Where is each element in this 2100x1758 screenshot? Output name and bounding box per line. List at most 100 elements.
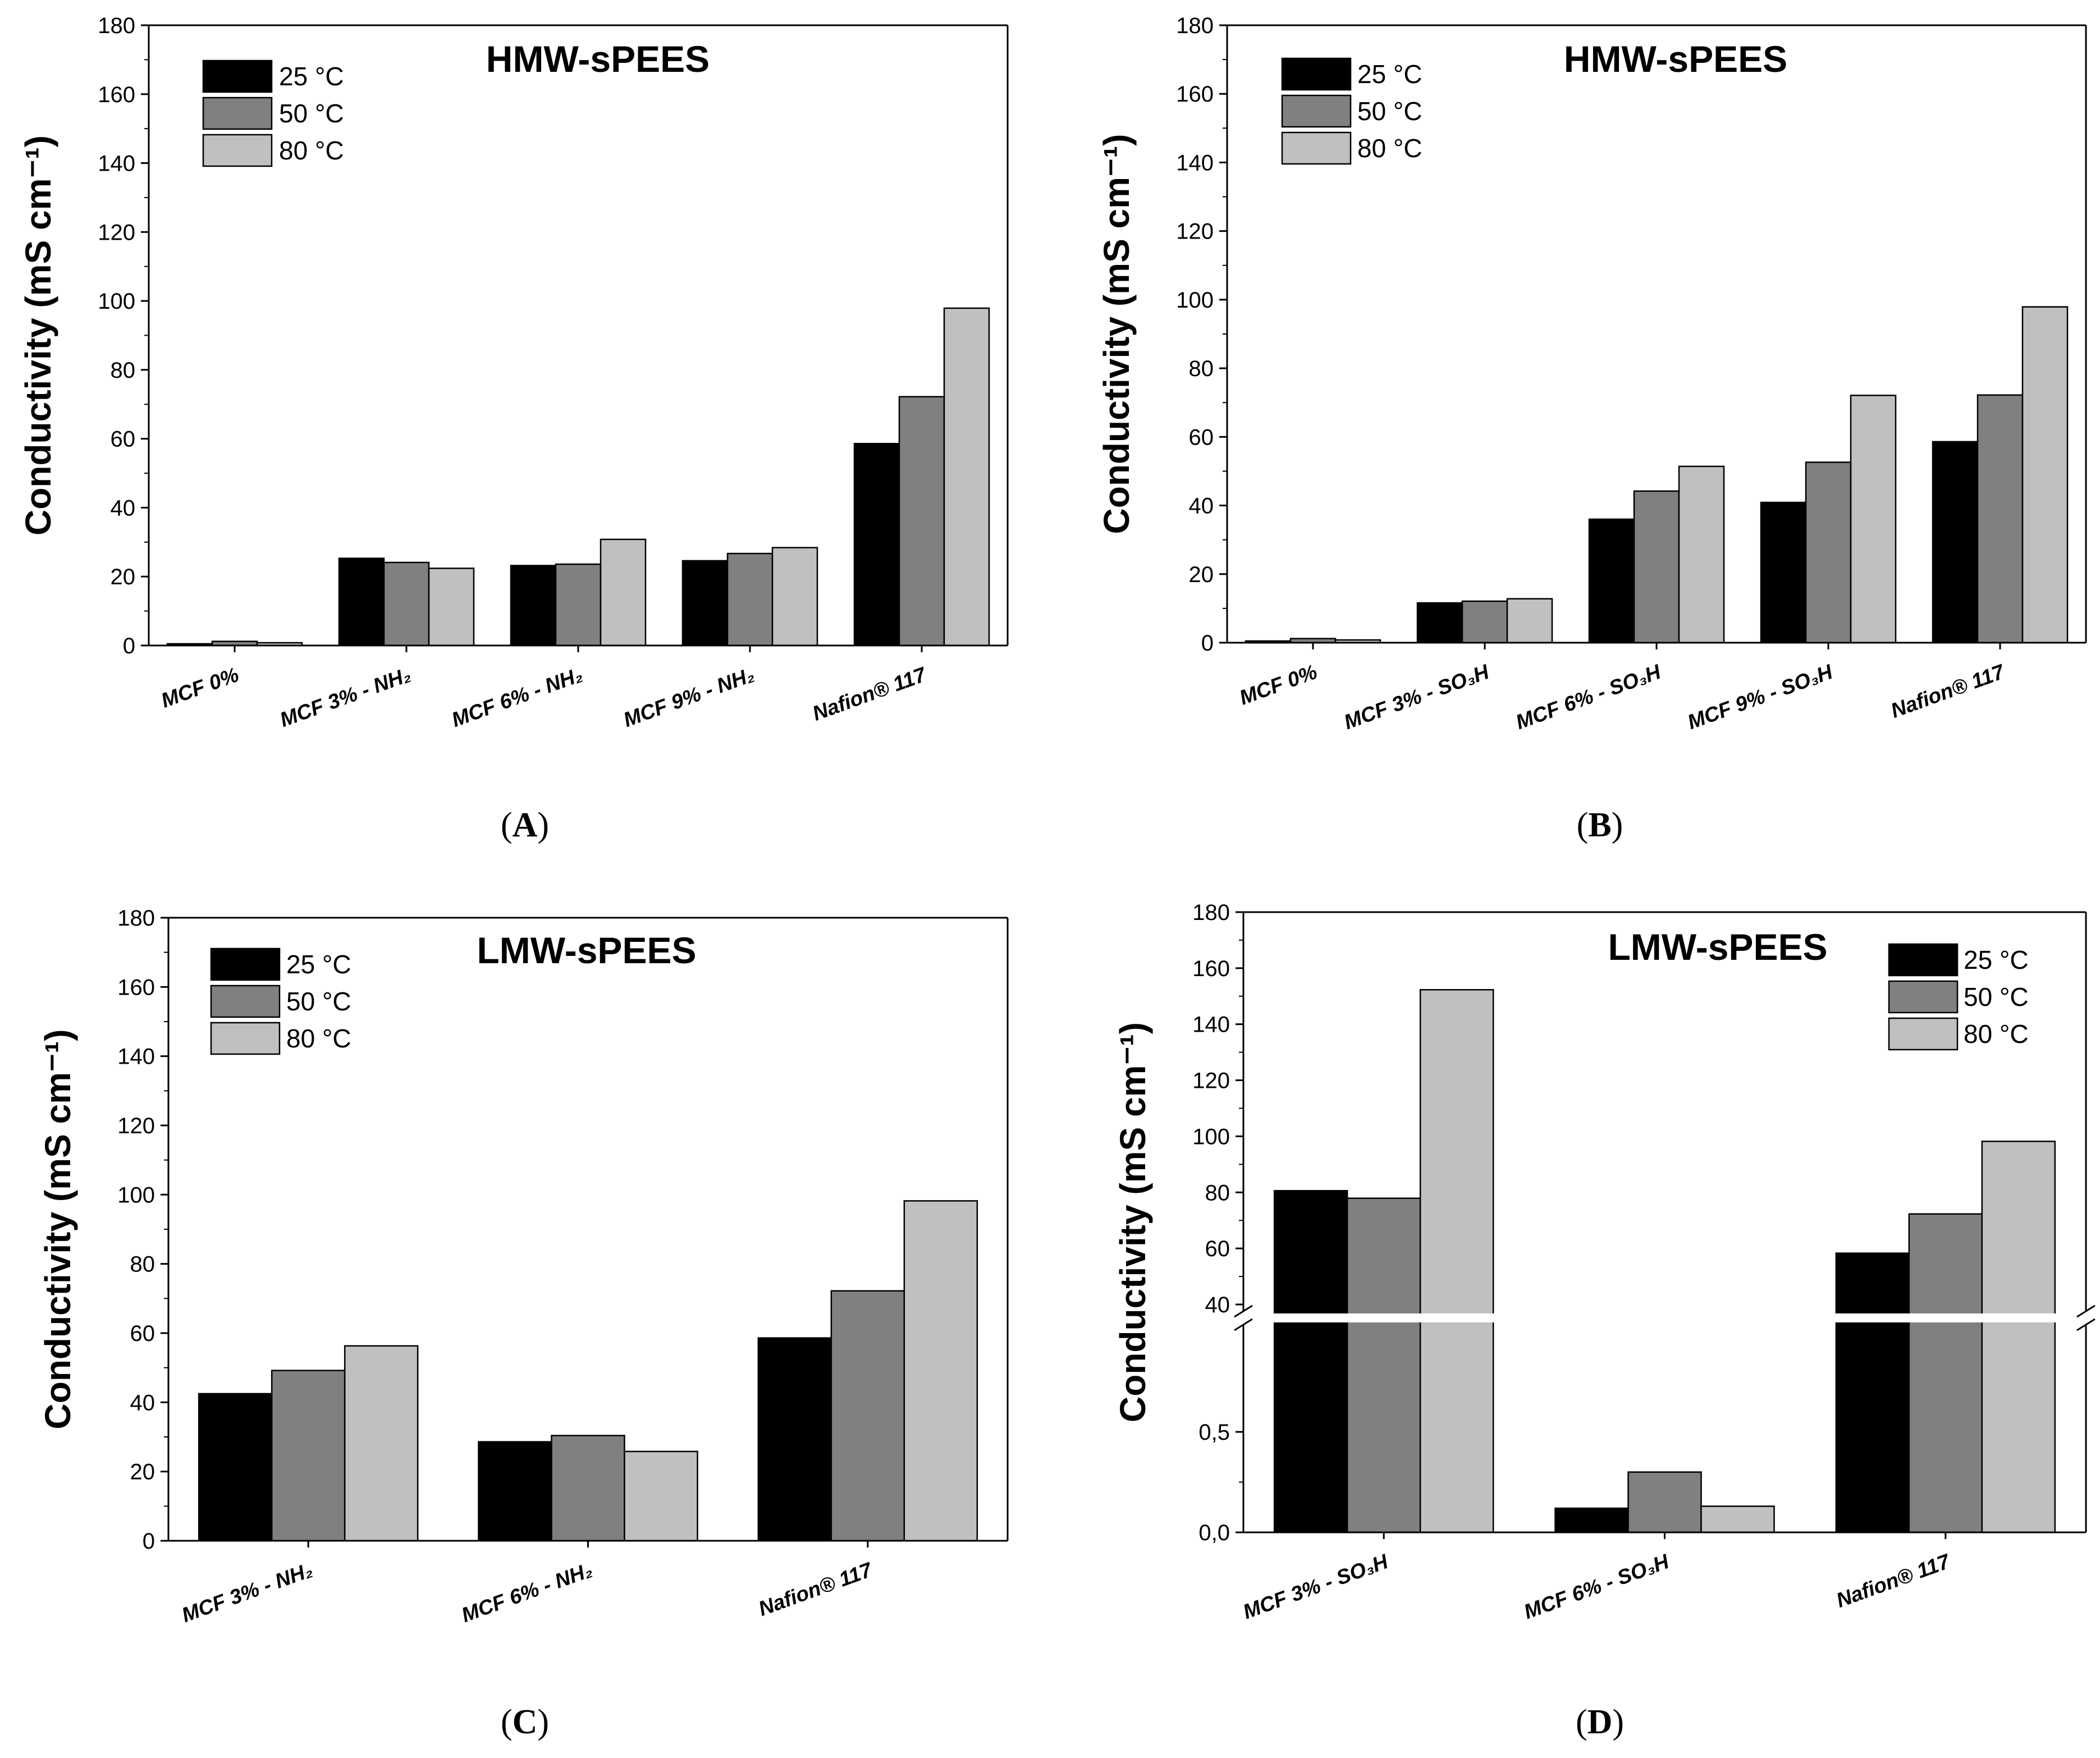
panel-label-letter: A [513,806,538,844]
legend-swatch [202,134,273,167]
y-tick-label: 180 [1192,900,1230,925]
bar [2021,306,2069,644]
x-category-label: MCF 9% - SO₃H [1685,660,1836,734]
x-category-label: MCF 0% [158,663,241,712]
legend-label: 50 °C [286,987,351,1016]
bar [1678,465,1725,644]
y-tick-label: 120 [1192,1069,1230,1093]
panel-label-close: ) [537,806,549,844]
panel-label: (B) [1577,806,1623,844]
panel-label-close: ) [1612,806,1623,844]
panel-label-letter: C [513,1703,538,1741]
y-tick-label: 80 [130,1252,155,1277]
bar [1416,602,1463,644]
legend-swatch [210,1022,281,1055]
bar [1633,490,1680,644]
legend-label: 80 °C [286,1024,351,1053]
bar [1760,501,1807,644]
chart-panel-c: 0 20 40 60 80 100 120 140 160 180 MCF 3% - NH₂ MCF … [38,906,1009,1627]
y-axis-label: Conductivity (mS cm⁻¹) [1096,134,1137,534]
bar [1977,394,2024,644]
x-category-label: MCF 6% - SO₃H [1513,660,1664,734]
y-axis-label: Conductivity (mS cm⁻¹) [38,1029,78,1430]
bar [726,552,774,647]
y-tick-label: 100 [1176,288,1214,313]
y-tick-label: 180 [1176,13,1214,38]
y-tick-label: 160 [98,83,135,107]
bar [771,547,818,647]
y-tick-label: 60 [111,427,136,452]
panel-label-letter: D [1587,1703,1613,1741]
y-tick-label: 0 [143,1529,155,1554]
y-tick-label: 140 [98,152,135,176]
y-tick-label: 160 [1176,82,1214,107]
bar [624,1450,698,1542]
y-tick-label: 140 [1176,150,1214,175]
bar [943,307,990,647]
y-tick-label: 40 [1205,1293,1230,1317]
chart-title: LMW-sPEES [477,930,696,971]
x-category-label: MCF 6% - SO₃H [1521,1550,1672,1624]
y-tick-label: 120 [1176,219,1214,244]
bar [1461,600,1508,644]
x-category-label: Nafion® 117 [809,662,930,725]
y-tick-label: 160 [117,975,155,1000]
y-tick-label: 100 [117,1183,155,1207]
bar [344,1345,419,1542]
panel-label: (A) [501,806,549,844]
bar [271,1370,346,1542]
x-category-label: MCF 3% - NH₂ [277,663,414,731]
legend-swatch [1281,94,1352,128]
y-tick-label: 160 [1192,956,1230,981]
legend-swatch [202,59,273,93]
bar [1588,518,1635,644]
legend-swatch [1281,57,1352,91]
panel-label: (C) [501,1703,549,1741]
y-tick-label: 0,5 [1198,1420,1230,1445]
legend-swatch [210,947,281,981]
bar [681,560,729,647]
panel-label-open: ( [1577,806,1589,844]
y-tick-label: 80 [1205,1180,1230,1205]
legend-label: 80 °C [279,136,344,165]
bar [338,557,385,647]
x-category-label: MCF 6% - NH₂ [459,1558,596,1627]
bar [478,1441,552,1542]
bar [830,1290,905,1542]
bar [1346,1197,1421,1533]
chart-panel-a: 0 20 40 60 80 100 120 140 160 180 MCF 0% MCF 3% - N… [18,13,1009,731]
bar [1850,395,1897,644]
chart-panel-d: 0,0 0,5 40 60 80 100 120 140 160 180 MCF 3% - SO₃H… [1113,900,2096,1624]
bar [1554,1507,1629,1533]
legend-label: 25 °C [1357,59,1422,89]
y-tick-label: 60 [1189,425,1214,450]
y-tick-label: 80 [111,358,136,383]
bar [903,1200,978,1542]
y-tick-label: 140 [1192,1013,1230,1037]
legend-label: 25 °C [279,62,344,91]
bar [1700,1505,1775,1533]
bar [551,1435,625,1542]
x-category-label: Nafion® 117 [1833,1549,1954,1612]
y-tick-label: 20 [1189,562,1214,587]
y-tick-label: 140 [117,1045,155,1069]
panel-label-letter: B [1588,806,1611,844]
legend-label: 25 °C [1964,945,2029,974]
bar [853,443,900,647]
legend-swatch [1888,943,1959,977]
y-axis-label: Conductivity (mS cm⁻¹) [18,135,58,535]
x-category-label: MCF 3% - SO₃H [1341,660,1493,734]
y-tick-label: 120 [117,1114,155,1138]
legend-swatch [1888,1017,1959,1051]
panel-label-close: ) [537,1703,549,1741]
legend-label: 50 °C [279,99,344,128]
x-category-label: MCF 6% - NH₂ [449,663,585,731]
bar [198,1393,273,1542]
x-category-label: MCF 3% - SO₃H [1240,1550,1392,1624]
bar [1805,461,1852,644]
x-category-label: MCF 9% - NH₂ [620,663,757,731]
bar [1908,1213,1983,1533]
y-tick-label: 40 [130,1390,155,1415]
bar [428,567,475,647]
y-tick-label: 0 [123,634,135,658]
